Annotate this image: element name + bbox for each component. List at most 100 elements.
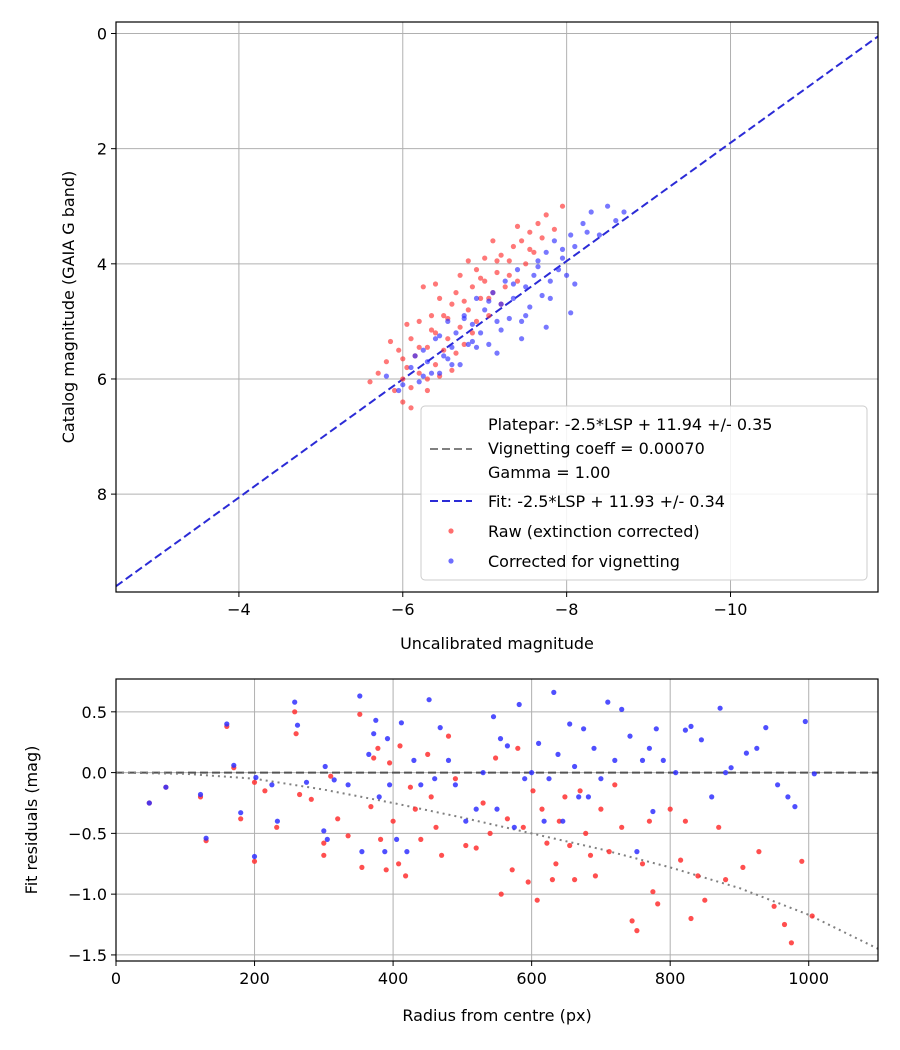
x-tick-label: −4 bbox=[227, 600, 251, 619]
raw-point bbox=[678, 857, 684, 863]
corrected-point bbox=[650, 808, 656, 815]
raw-point bbox=[502, 284, 508, 290]
raw-point bbox=[514, 223, 521, 229]
raw-point bbox=[520, 824, 526, 830]
corrected-point bbox=[445, 356, 451, 362]
corrected-point bbox=[688, 723, 694, 730]
raw-point bbox=[531, 249, 537, 255]
corrected-point bbox=[416, 379, 422, 385]
corrected-point bbox=[763, 725, 769, 731]
x-tick-label: 1000 bbox=[788, 969, 829, 988]
corrected-point bbox=[445, 757, 452, 764]
corrected-point bbox=[321, 828, 327, 834]
raw-point bbox=[404, 364, 410, 371]
line-fit bbox=[116, 35, 878, 588]
y-tick-label: 0 bbox=[97, 25, 107, 44]
raw-point bbox=[506, 272, 512, 278]
raw-point bbox=[449, 301, 455, 307]
raw-point bbox=[498, 891, 504, 897]
top-y-axis-label: Catalog magnitude (GAIA G band) bbox=[59, 171, 78, 443]
corrected-point bbox=[785, 794, 791, 800]
raw-point bbox=[416, 318, 422, 324]
raw-point bbox=[788, 940, 795, 946]
raw-point bbox=[695, 873, 701, 879]
raw-point bbox=[482, 255, 488, 261]
corrected-point bbox=[441, 353, 447, 359]
top-x-axis-label: Uncalibrated magnitude bbox=[400, 634, 594, 653]
corrected-point bbox=[371, 731, 377, 737]
raw-point bbox=[375, 745, 381, 751]
corrected-point bbox=[274, 818, 280, 824]
corrected-point bbox=[494, 806, 500, 812]
raw-point bbox=[387, 760, 393, 766]
corrected-point bbox=[596, 232, 603, 238]
raw-point bbox=[486, 313, 492, 319]
bottom-model-lines-layer bbox=[116, 771, 878, 950]
corrected-point bbox=[646, 745, 653, 751]
raw-point bbox=[321, 852, 327, 858]
corrected-point bbox=[568, 310, 574, 316]
corrected-point bbox=[238, 810, 244, 816]
legend-platepar: Platepar: -2.5*LSP + 11.94 +/- 0.35 bbox=[488, 415, 772, 434]
raw-point bbox=[251, 779, 258, 785]
corrected-point bbox=[576, 794, 582, 800]
corrected-point bbox=[482, 307, 488, 313]
corrected-point bbox=[572, 763, 578, 770]
raw-point bbox=[756, 849, 762, 855]
corrected-point bbox=[269, 782, 275, 788]
raw-point bbox=[498, 252, 504, 258]
corrected-point bbox=[473, 295, 480, 301]
raw-point bbox=[420, 284, 426, 290]
raw-point bbox=[619, 824, 625, 830]
raw-point bbox=[469, 330, 475, 336]
raw-point bbox=[432, 362, 439, 368]
raw-point bbox=[504, 816, 510, 822]
x-tick-label: 400 bbox=[378, 969, 409, 988]
raw-point bbox=[396, 861, 402, 867]
raw-point bbox=[523, 261, 529, 267]
corrected-point bbox=[717, 705, 723, 711]
corrected-point bbox=[627, 733, 633, 739]
raw-point bbox=[308, 796, 314, 802]
corrected-point bbox=[428, 370, 435, 376]
corrected-series bbox=[383, 203, 627, 394]
raw-point bbox=[527, 246, 533, 252]
corrected-point bbox=[473, 344, 480, 350]
corrected-point bbox=[253, 774, 259, 781]
corrected-point bbox=[653, 726, 659, 732]
raw-point bbox=[799, 858, 805, 864]
raw-point bbox=[606, 849, 612, 855]
corrected-point bbox=[494, 350, 500, 356]
corrected-point bbox=[723, 770, 729, 776]
corrected-point bbox=[449, 344, 455, 350]
corrected-point bbox=[324, 836, 330, 843]
raw-point bbox=[682, 818, 689, 824]
corrected-point bbox=[523, 313, 529, 319]
raw-point bbox=[469, 284, 475, 290]
corrected-series bbox=[146, 689, 817, 860]
corrected-point bbox=[519, 318, 525, 324]
corrected-point bbox=[480, 770, 486, 776]
raw-point bbox=[534, 897, 540, 903]
corrected-point bbox=[411, 757, 417, 764]
raw-point bbox=[390, 818, 396, 824]
bottom-points-layer bbox=[146, 689, 817, 946]
raw-point bbox=[428, 327, 435, 333]
corrected-point bbox=[555, 267, 562, 273]
x-tick-label: −8 bbox=[555, 600, 579, 619]
corrected-point bbox=[502, 278, 508, 284]
raw-point bbox=[634, 928, 640, 934]
bottom-y-axis-label: Fit residuals (mag) bbox=[22, 746, 41, 895]
corrected-point bbox=[522, 776, 528, 782]
corrected-point bbox=[511, 824, 517, 830]
top-x-ticks: −4 −6 −8 −10 bbox=[227, 592, 747, 619]
raw-point bbox=[525, 879, 531, 885]
corrected-point bbox=[437, 370, 443, 376]
raw-point bbox=[535, 220, 541, 227]
corrected-point bbox=[555, 751, 561, 758]
corrected-point bbox=[345, 782, 351, 788]
corrected-point bbox=[457, 362, 463, 368]
raw-point bbox=[482, 278, 488, 284]
raw-point bbox=[378, 836, 384, 843]
corrected-point bbox=[197, 791, 204, 798]
